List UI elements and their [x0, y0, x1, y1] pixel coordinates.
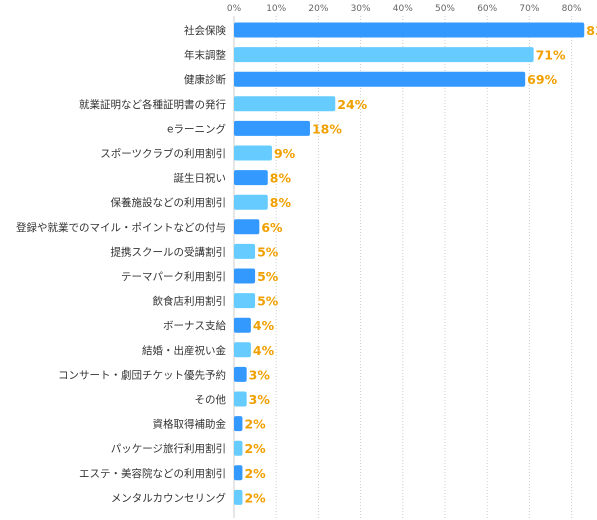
bar	[234, 317, 251, 333]
category-label: eラーニング	[167, 122, 226, 135]
value-label: 8%	[270, 171, 292, 186]
bar	[234, 391, 247, 407]
bar	[234, 342, 251, 358]
category-label: 結婚・出産祝い金	[142, 344, 226, 357]
category-label: 提携スクールの受講割引	[111, 245, 227, 258]
value-label: 5%	[257, 269, 279, 284]
value-label: 2%	[244, 441, 266, 456]
bar	[234, 465, 243, 481]
category-label: 年末調整	[184, 49, 226, 62]
category-label: 就業証明など各種証明書の発行	[79, 98, 226, 111]
x-tick-label: 10%	[266, 4, 286, 14]
value-label: 2%	[244, 417, 266, 432]
x-tick-label: 50%	[435, 4, 455, 14]
bar	[234, 416, 243, 432]
value-label: 83%	[586, 23, 597, 38]
category-label: スポーツクラブの利用割引	[100, 147, 226, 160]
x-tick-label: 70%	[519, 4, 539, 14]
value-label: 24%	[337, 97, 367, 112]
category-label: 登録や就業でのマイル・ポイントなどの付与	[16, 221, 226, 234]
bar	[234, 219, 260, 235]
value-label: 9%	[274, 146, 296, 161]
x-tick-label: 40%	[393, 4, 413, 14]
x-tick-label: 0%	[227, 4, 242, 14]
value-label: 5%	[257, 244, 279, 259]
bar	[234, 268, 256, 284]
value-label: 5%	[257, 294, 279, 309]
category-label: 誕生日祝い	[174, 172, 227, 185]
category-label: ボーナス支給	[163, 319, 226, 332]
value-label: 2%	[244, 466, 266, 481]
category-label: テーマパーク利用割引	[121, 270, 226, 283]
value-label: 69%	[527, 72, 557, 87]
category-label: コンサート・劇団チケット優先予約	[58, 368, 226, 381]
bar	[234, 96, 336, 112]
category-label: 保養施設などの利用割引	[111, 196, 227, 209]
bar	[234, 440, 243, 456]
bar	[234, 170, 268, 186]
category-label: メンタルカウンセリング	[111, 491, 227, 504]
bar	[234, 243, 256, 259]
category-label: 社会保険	[184, 24, 226, 37]
bar	[234, 489, 243, 505]
bar	[234, 47, 534, 63]
bar	[234, 120, 310, 136]
value-label: 2%	[244, 490, 266, 505]
value-label: 4%	[253, 343, 275, 358]
x-tick-label: 80%	[562, 4, 582, 14]
bar	[234, 366, 247, 382]
x-tick-label: 20%	[308, 4, 328, 14]
bar	[234, 22, 585, 38]
category-label: その他	[195, 393, 227, 406]
x-tick-label: 60%	[477, 4, 497, 14]
value-label: 3%	[249, 392, 271, 407]
value-label: 18%	[312, 121, 342, 136]
value-label: 6%	[261, 220, 283, 235]
category-label: 資格取得補助金	[153, 418, 227, 431]
bar	[234, 145, 272, 161]
category-label: 飲食店利用割引	[153, 295, 227, 308]
bar	[234, 71, 526, 87]
bar	[234, 293, 256, 309]
value-label: 3%	[249, 367, 271, 382]
x-tick-label: 30%	[351, 4, 371, 14]
category-label: 健康診断	[184, 73, 226, 86]
category-label: エステ・美容院などの利用割引	[79, 467, 226, 480]
bar	[234, 194, 268, 210]
category-label: パッケージ旅行利用割引	[111, 442, 226, 455]
value-label: 71%	[536, 48, 566, 63]
value-label: 4%	[253, 318, 275, 333]
value-label: 8%	[270, 195, 292, 210]
